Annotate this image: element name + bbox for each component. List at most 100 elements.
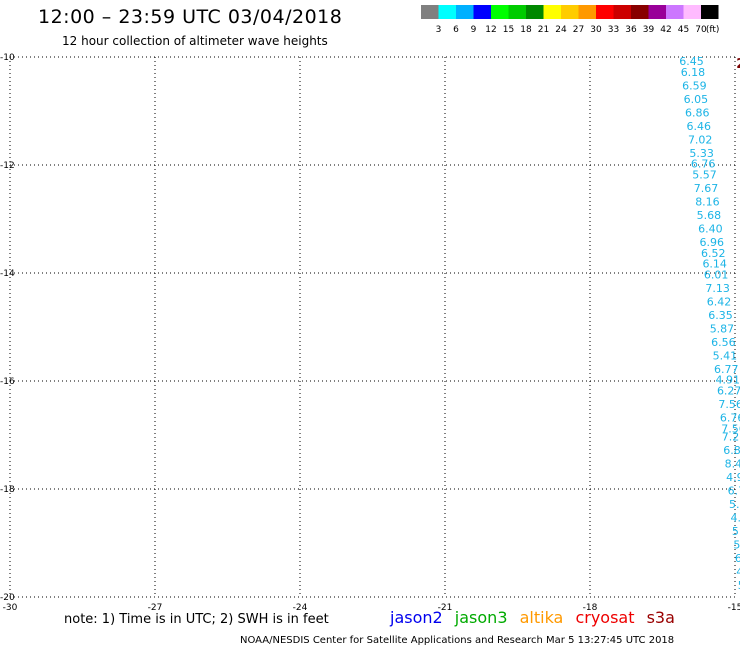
colorbar-swatch	[543, 5, 561, 19]
wave-height-points: 6.456.186.596.056.866.467.025.336.765.57…	[679, 55, 740, 603]
colorbar-label: 39	[643, 25, 655, 35]
legend-jason2: jason2	[390, 608, 443, 627]
wave-height-point: 6.96	[700, 236, 725, 249]
colorbar-label: 33	[608, 25, 619, 35]
wave-height-point: 6.40	[698, 223, 723, 236]
y-tick-label: -10	[0, 53, 15, 63]
colorbar-label: 12	[485, 25, 496, 35]
footer-credit: NOAA/NESDIS Center for Satellite Applica…	[240, 635, 675, 646]
pass-time-label: 2316	[736, 57, 740, 72]
wave-height-point: 4.91	[716, 374, 740, 387]
wave-height-point: 4.64	[736, 565, 740, 578]
wave-height-point: 5.96	[729, 498, 740, 511]
colorbar-swatch	[421, 5, 439, 19]
wave-height-point: 8.43	[725, 457, 740, 470]
colorbar-swatch	[473, 5, 491, 19]
wave-height-point: 4.92	[726, 471, 740, 484]
footer-note: note: 1) Time is in UTC; 2) SWH is in fe…	[64, 612, 329, 627]
y-tick-label: -16	[0, 377, 15, 387]
colorbar-swatch	[438, 5, 456, 19]
wave-height-point: 6.45	[679, 55, 704, 68]
x-tick-label: -15	[728, 603, 740, 613]
wave-height-point: 5.68	[697, 209, 722, 222]
wave-height-point: 6.14	[702, 258, 727, 271]
x-tick-label: -21	[438, 603, 453, 613]
wave-height-point: 6.27	[717, 385, 740, 398]
colorbar-swatch	[613, 5, 631, 19]
wave-height-point: 6.70	[728, 484, 740, 497]
y-tick-label: -18	[0, 485, 15, 495]
color-scale-bar: 3 6 9 12 15 18 21 24 27 30 33 36 39 42 45 70 (ft)	[421, 5, 720, 35]
colorbar-swatch	[456, 5, 474, 19]
colorbar-swatch	[648, 5, 666, 19]
colorbar-unit: (ft)	[706, 25, 720, 35]
wave-height-point: 6.05	[684, 93, 709, 106]
wave-height-point: 7.02	[688, 133, 713, 146]
y-tick-label: -12	[0, 161, 15, 171]
colorbar-swatch	[683, 5, 701, 19]
wave-height-point: 7.56	[721, 422, 740, 435]
wave-height-point: 6.18	[681, 66, 706, 79]
colorbar-label: 21	[538, 25, 549, 35]
axis-tick-labels: -30 -27 -24 -21 -18 -15 -10 -12 -14 -16 -18 -20	[0, 53, 740, 613]
wave-height-point: 6.77	[714, 363, 739, 376]
wave-height-point: 6.56	[711, 336, 736, 349]
chart-title: 12:00 – 23:59 UTC 03/04/2018	[38, 6, 343, 28]
legend-jason3: jason3	[454, 608, 508, 627]
wave-height-point: 4.83	[730, 511, 740, 524]
colorbar-swatch	[508, 5, 526, 19]
wave-height-point: 5.57	[692, 169, 717, 182]
wave-height-point: 6.59	[682, 79, 707, 92]
wave-height-point: 5.80	[733, 538, 740, 551]
wave-height-point: 6.86	[685, 106, 710, 119]
colorbar-label: 3	[436, 25, 442, 35]
legend-s3a: s3a	[646, 608, 675, 627]
legend-cryosat: cryosat	[575, 608, 635, 627]
colorbar-swatch	[491, 5, 509, 19]
wave-height-point: 8.16	[695, 196, 720, 209]
x-tick-label: -27	[148, 603, 163, 613]
colorbar-swatch	[578, 5, 596, 19]
x-tick-label: -30	[3, 603, 18, 613]
time-labels: 231623152314	[736, 57, 740, 72]
wave-height-point: 6.42	[707, 295, 732, 308]
y-tick-label: -14	[0, 269, 15, 279]
colorbar-label: 9	[471, 25, 477, 35]
wave-height-point: 6.52	[701, 247, 726, 260]
x-tick-label: -24	[293, 603, 308, 613]
colorbar-swatch	[526, 5, 544, 19]
colorbar-swatch	[701, 5, 719, 19]
wave-height-point: 5.69	[732, 525, 740, 538]
wave-height-point: 5.92	[738, 579, 740, 592]
colorbar-label: 70	[695, 25, 707, 35]
wave-height-point: 7.56	[718, 398, 740, 411]
colorbar-label: 24	[555, 25, 567, 35]
wave-height-point: 6.46	[687, 120, 712, 133]
colorbar-label: 15	[503, 25, 514, 35]
colorbar-label: 18	[520, 25, 532, 35]
colorbar-swatch	[561, 5, 579, 19]
wave-height-point: 7.20	[722, 430, 740, 443]
wave-height-point: 7.67	[694, 182, 719, 195]
wave-height-point: 6.76	[720, 412, 740, 425]
wave-height-point: 6.35	[708, 309, 733, 322]
colorbar-label: 30	[590, 25, 602, 35]
wave-height-point: 6.01	[704, 268, 729, 281]
wave-height-point: 5.87	[710, 322, 735, 335]
colorbar-swatch	[596, 5, 614, 19]
colorbar-label: 42	[660, 25, 671, 35]
colorbar-label: 6	[453, 25, 459, 35]
wave-height-point: 6.76	[691, 158, 716, 171]
colorbar-label: 27	[573, 25, 584, 35]
colorbar-label: 45	[678, 25, 689, 35]
satellite-legend: jason2 jason3 altika cryosat s3a	[390, 608, 682, 627]
wave-height-point: 6.81	[723, 444, 740, 457]
wave-height-point: 5.33	[689, 147, 714, 160]
colorbar-swatch	[631, 5, 649, 19]
wave-height-point: 5.41	[713, 349, 738, 362]
chart-subtitle: 12 hour collection of altimeter wave hei…	[62, 34, 328, 48]
x-tick-label: -18	[583, 603, 598, 613]
legend-altika: altika	[519, 608, 564, 627]
colorbar-swatch	[666, 5, 684, 19]
